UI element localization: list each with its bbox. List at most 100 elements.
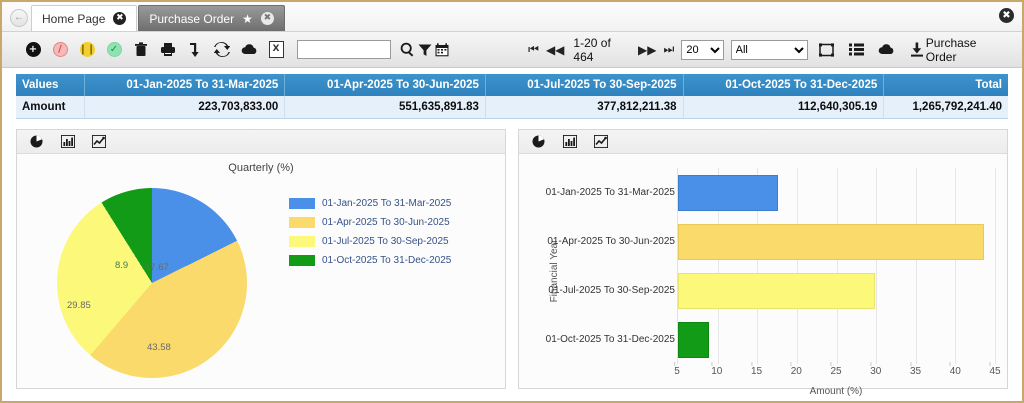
table-cell-q4: 112,640,305.19 <box>683 96 885 119</box>
pagination-controls: ⏮ ◀◀ 1-20 of 464 ▶▶ ⏭ 20 All <box>528 36 808 64</box>
delete-icon[interactable] <box>132 41 150 59</box>
first-page-icon[interactable]: ⏮ <box>528 42 539 56</box>
summary-table: Values 01-Jan-2025 To 31-Mar-2025 01-Apr… <box>16 74 1008 119</box>
bar-chart-xaxis: 5 10 15 20 25 30 35 40 45 <box>674 362 1001 382</box>
pie-label-q3: 29.85 <box>67 300 91 311</box>
hold-icon[interactable]: ❙❙ <box>78 41 96 59</box>
pie-chart-icon[interactable] <box>29 135 44 149</box>
bar-q2[interactable] <box>678 223 984 260</box>
filter-select[interactable]: All <box>730 39 808 60</box>
legend-swatch-q1 <box>289 198 315 209</box>
bar-q3[interactable] <box>678 272 875 309</box>
xtick-5: 30 <box>870 366 882 377</box>
pie-chart-icon[interactable] <box>531 135 546 149</box>
next-page-icon[interactable]: ▶▶ <box>638 42 657 57</box>
print-icon[interactable] <box>159 41 177 59</box>
table-header-values[interactable]: Values <box>16 74 85 96</box>
table-header-q1[interactable]: 01-Jan-2025 To 31-Mar-2025 <box>84 74 286 96</box>
xtick-6: 35 <box>909 366 922 377</box>
xtick-7: 40 <box>949 366 961 377</box>
bar-chart-panel: Financial Year 01-Jan-2025 To 31-Mar-202… <box>518 129 1008 397</box>
gridline <box>915 168 917 364</box>
bar-panel-toolbar <box>519 130 1007 154</box>
bar-category-q3: 01-Jul-2025 To 30-Sep-2025 <box>548 285 675 296</box>
legend-item[interactable]: 01-Jul-2025 To 30-Sep-2025 <box>289 236 451 247</box>
filter-icon[interactable] <box>416 41 433 59</box>
excel-export-icon[interactable]: X <box>267 41 285 59</box>
legend-swatch-q2 <box>289 217 315 228</box>
legend-label-q2: 01-Apr-2025 To 30-Jun-2025 <box>322 217 450 228</box>
legend-item[interactable]: 01-Jan-2025 To 31-Mar-2025 <box>289 198 451 209</box>
pie-label-q4: 8.9 <box>115 260 129 271</box>
calendar-icon[interactable] <box>433 41 450 59</box>
reject-icon[interactable]: ∕ <box>51 41 69 59</box>
legend-label-q1: 01-Jan-2025 To 31-Mar-2025 <box>322 198 452 209</box>
search-input[interactable] <box>297 40 391 59</box>
summary-table-container: Values 01-Jan-2025 To 31-Mar-2025 01-Apr… <box>2 68 1022 119</box>
tab-purchase-order[interactable]: Purchase Order ★ ✖ <box>138 5 285 31</box>
back-arrow-icon[interactable]: ← <box>10 9 28 27</box>
bar-row <box>678 174 995 211</box>
pie-panel-toolbar <box>17 130 505 154</box>
xtick-8: 45 <box>989 366 1001 377</box>
search-icon[interactable] <box>399 41 416 59</box>
table-header-q4[interactable]: 01-Oct-2025 To 31-Dec-2025 <box>683 74 885 96</box>
page-size-select[interactable]: 20 <box>681 39 724 60</box>
table-cell-q3: 377,812,211.38 <box>485 96 684 119</box>
close-circle-icon[interactable]: ✖ <box>113 12 127 25</box>
legend-item[interactable]: 01-Apr-2025 To 30-Jun-2025 <box>289 217 451 228</box>
legend-item[interactable]: 01-Oct-2025 To 31-Dec-2025 <box>289 255 451 266</box>
last-page-icon[interactable]: ⏭ <box>663 42 675 56</box>
table-header-total[interactable]: Total <box>883 74 1008 96</box>
tab-purchase-order-label: Purchase Order <box>149 11 235 26</box>
pie-chart-graphic: 17.67 43.58 29.85 8.9 <box>27 182 287 402</box>
legend-label-q4: 01-Oct-2025 To 31-Dec-2025 <box>322 255 452 266</box>
table-row[interactable]: Amount 223,703,833.00 551,635,891.83 377… <box>16 96 1008 119</box>
refresh-icon[interactable] <box>213 41 231 59</box>
bar-chart-category-labels: 01-Jan-2025 To 31-Mar-2025 01-Apr-2025 T… <box>535 168 675 364</box>
table-cell-q2: 551,635,891.83 <box>284 96 486 119</box>
bar-category-q2: 01-Apr-2025 To 30-Jun-2025 <box>547 236 675 247</box>
window-close-icon[interactable]: ✖ <box>999 8 1014 23</box>
export-icon[interactable] <box>908 41 926 59</box>
download-icon[interactable] <box>186 41 204 59</box>
bar-chart-graphic: Financial Year 01-Jan-2025 To 31-Mar-202… <box>519 154 1007 397</box>
bar-row <box>678 321 995 358</box>
bar-q4[interactable] <box>678 321 710 358</box>
close-circle-icon[interactable]: ✖ <box>260 12 274 25</box>
previous-page-icon[interactable]: ◀◀ <box>545 42 565 57</box>
toolbar-title: Purchase Order <box>925 35 977 64</box>
table-cell-q1: 223,703,833.00 <box>84 96 286 119</box>
table-header-q2[interactable]: 01-Apr-2025 To 30-Jun-2025 <box>284 74 486 96</box>
cloud-upload-icon[interactable] <box>240 41 258 59</box>
fullscreen-icon[interactable] <box>818 41 836 59</box>
xtick-2: 15 <box>750 366 763 377</box>
bar-q1[interactable] <box>678 174 779 211</box>
line-chart-icon[interactable] <box>91 135 106 149</box>
gridline <box>717 168 719 364</box>
pie-chart-body: Quarterly (%) 17.67 43.58 29.85 8.9 01-J… <box>17 154 505 388</box>
table-header-q3[interactable]: 01-Jul-2025 To 30-Sep-2025 <box>485 74 684 96</box>
bar-chart-icon[interactable] <box>562 135 577 149</box>
add-icon[interactable]: + <box>24 41 42 59</box>
bar-rows <box>678 168 995 364</box>
pie-slices[interactable] <box>57 188 247 378</box>
cloud-save-icon[interactable] <box>878 41 896 59</box>
bar-category-q1: 01-Jan-2025 To 31-Mar-2025 <box>545 187 675 198</box>
pie-chart-legend: 01-Jan-2025 To 31-Mar-2025 01-Apr-2025 T… <box>289 198 451 266</box>
bar-chart-plot-area <box>677 168 996 364</box>
bar-chart-xlabel: Amount (%) <box>809 386 863 397</box>
pie-chart-panel: Quarterly (%) 17.67 43.58 29.85 8.9 01-J… <box>16 129 506 389</box>
line-chart-icon[interactable] <box>593 135 608 149</box>
main-toolbar: + ∕ ❙❙ ✓ X <box>2 32 1022 68</box>
approve-icon[interactable]: ✓ <box>105 41 123 59</box>
star-icon[interactable]: ★ <box>242 11 253 26</box>
tab-home-page[interactable]: Home Page ✖ <box>31 5 138 31</box>
pie-label-q2: 43.58 <box>147 342 171 353</box>
list-view-icon[interactable] <box>848 41 866 59</box>
bar-chart-icon[interactable] <box>60 135 75 149</box>
legend-swatch-q3 <box>289 236 315 247</box>
legend-label-q3: 01-Jul-2025 To 30-Sep-2025 <box>322 236 449 247</box>
gridline <box>757 168 759 364</box>
